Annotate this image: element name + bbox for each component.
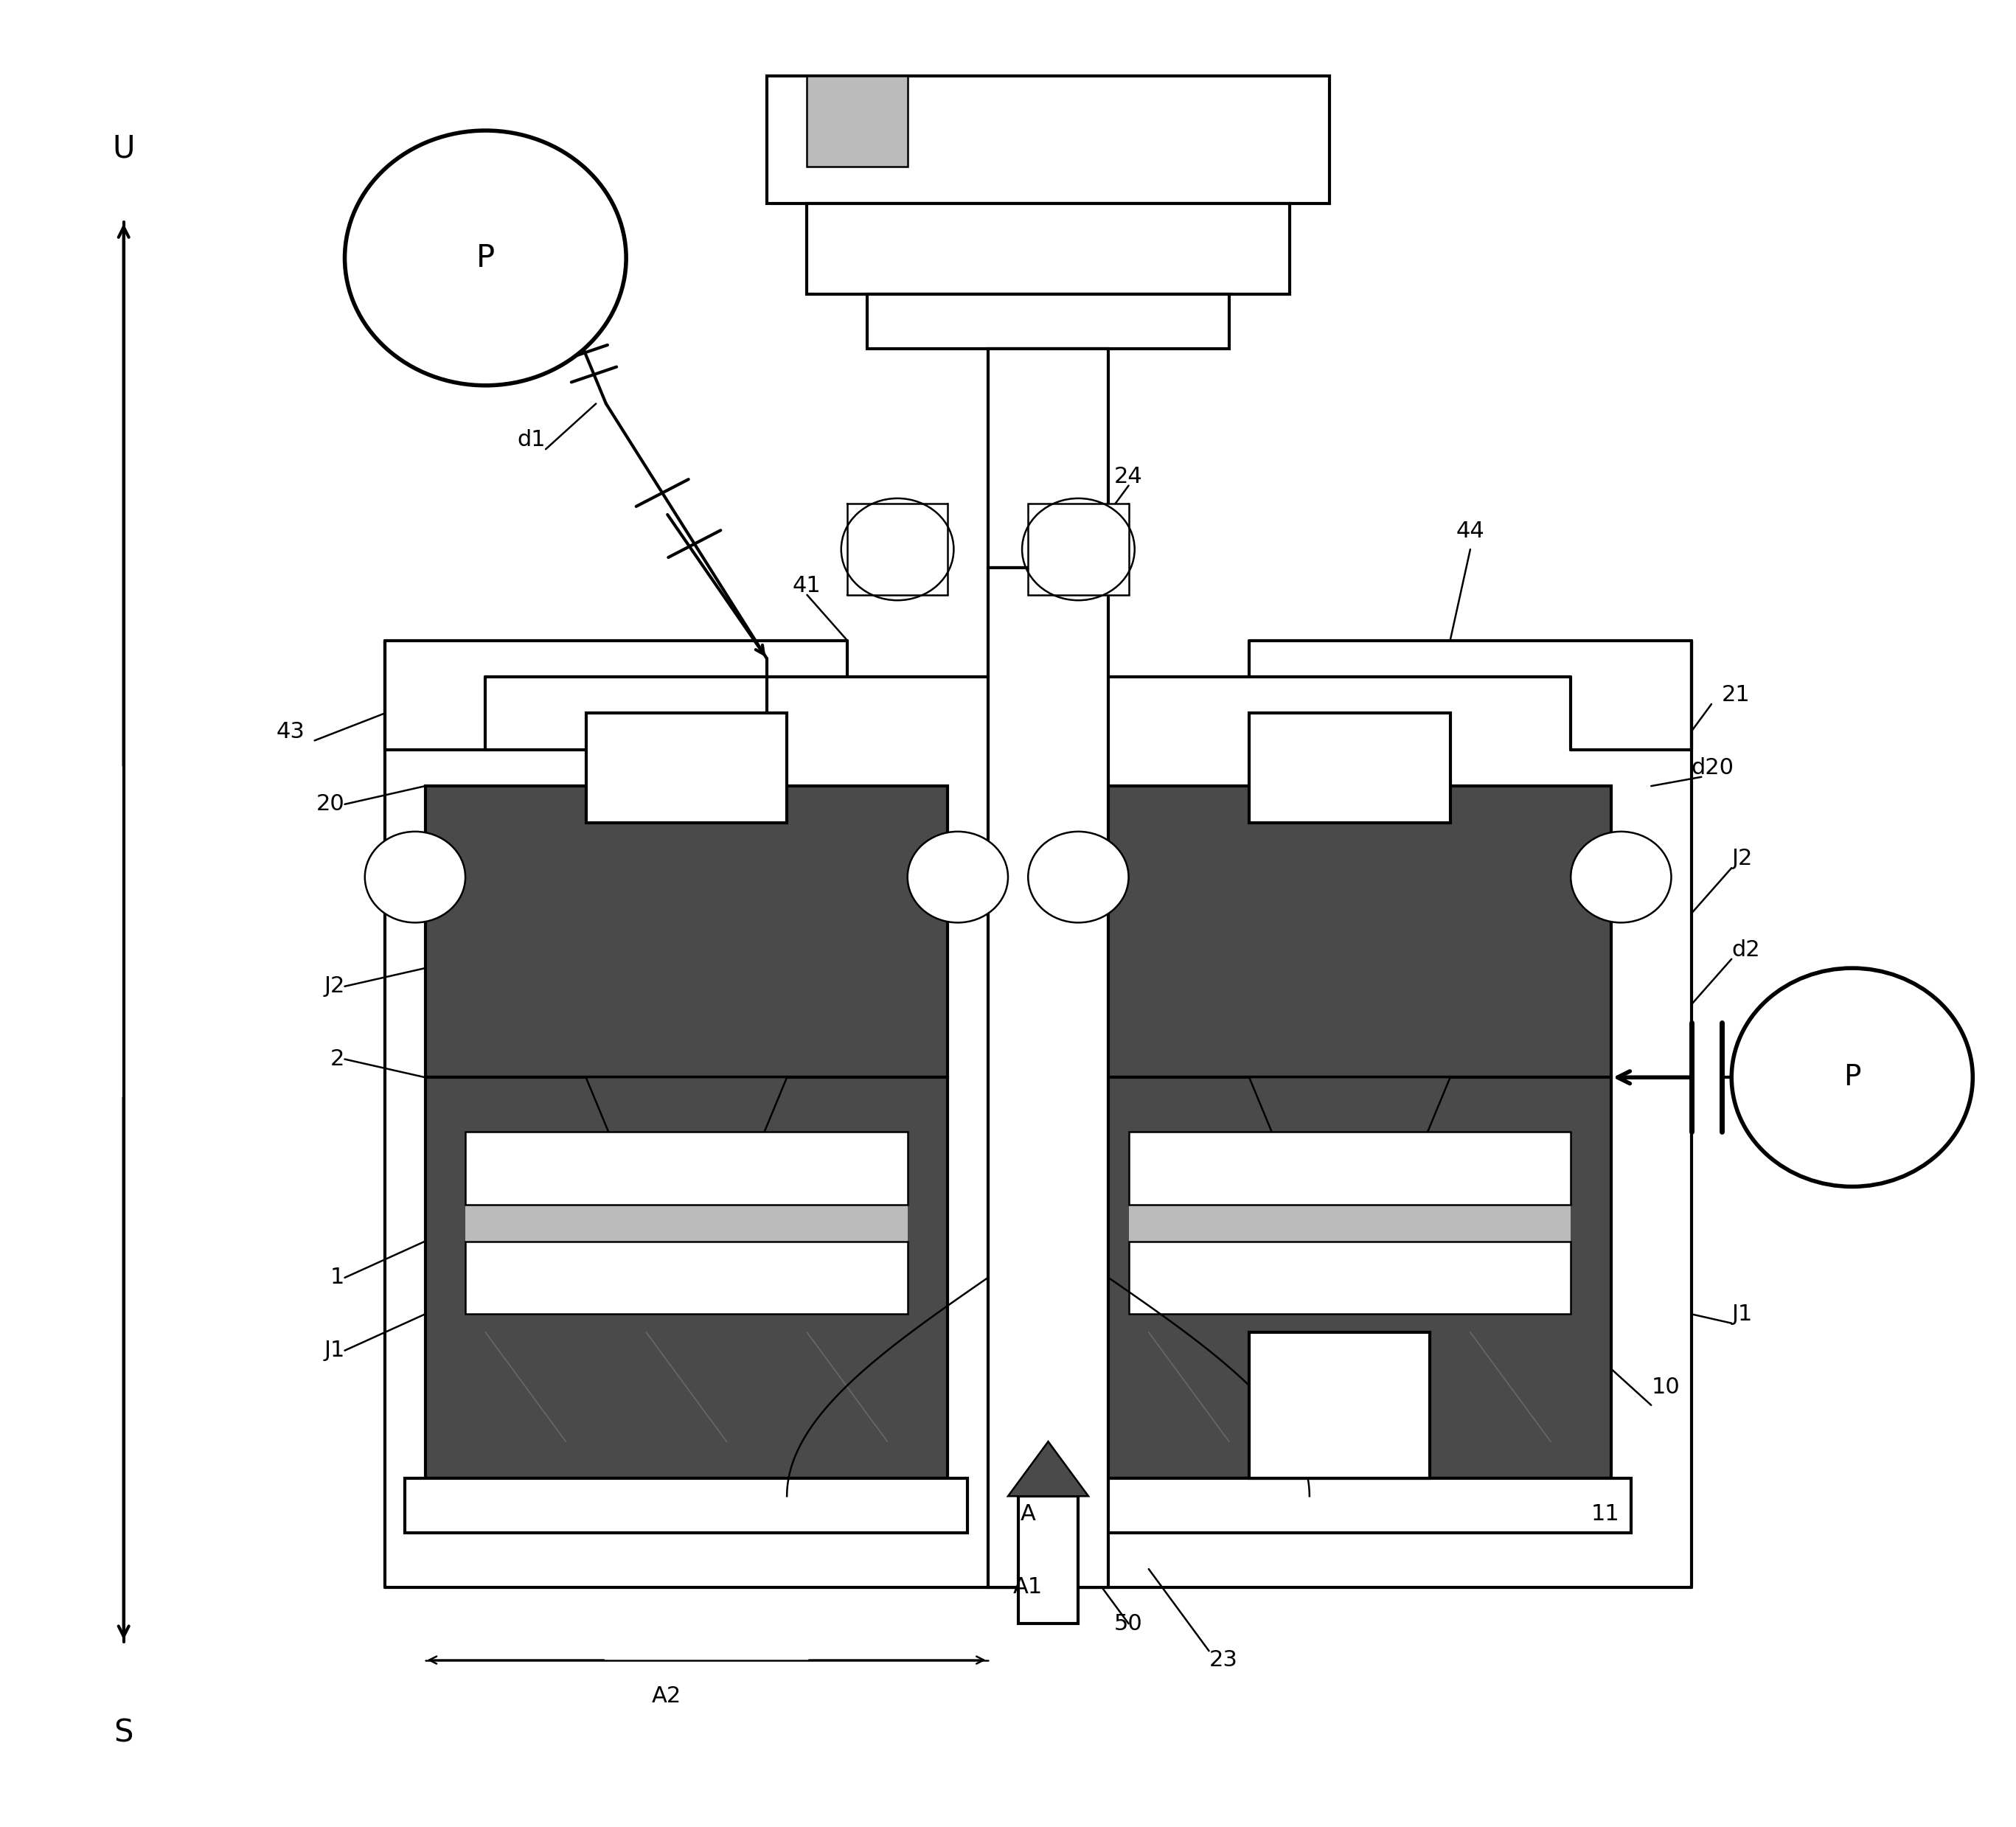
Bar	[766, 77, 1331, 203]
Bar	[1089, 1078, 1611, 1478]
Bar	[1068, 1478, 1631, 1533]
Bar	[1129, 1133, 1570, 1204]
Circle shape	[1732, 968, 1974, 1186]
Text: P: P	[476, 243, 494, 274]
Text: d20: d20	[1691, 756, 1734, 778]
Text: 2: 2	[331, 1049, 345, 1071]
Polygon shape	[1008, 1442, 1089, 1496]
Text: 11: 11	[1591, 1504, 1619, 1526]
Bar	[1028, 504, 1129, 596]
Bar	[847, 504, 948, 596]
Bar	[1089, 786, 1611, 1078]
Bar	[466, 1204, 907, 1250]
Bar	[806, 203, 1290, 294]
Text: A: A	[1020, 1504, 1036, 1526]
Circle shape	[345, 130, 627, 385]
Polygon shape	[587, 1078, 786, 1222]
Text: J1: J1	[1732, 1303, 1752, 1325]
Bar	[1250, 1332, 1429, 1478]
Text: 23: 23	[1210, 1650, 1238, 1670]
Text: d2: d2	[1732, 939, 1760, 961]
Bar	[466, 1133, 907, 1204]
Text: J1: J1	[325, 1339, 345, 1361]
Text: 20: 20	[317, 793, 345, 815]
Text: A2: A2	[651, 1686, 681, 1706]
Bar	[1018, 1496, 1079, 1624]
Bar	[466, 1241, 907, 1314]
Circle shape	[1570, 831, 1671, 923]
Bar	[988, 349, 1109, 568]
Text: S: S	[113, 1717, 133, 1748]
Text: 10: 10	[1651, 1376, 1679, 1398]
Bar	[405, 1478, 968, 1533]
Text: 43: 43	[276, 720, 304, 742]
Bar	[776, 86, 1320, 139]
Text: A1: A1	[1014, 1577, 1042, 1599]
Circle shape	[1028, 831, 1129, 923]
Text: P: P	[1843, 1063, 1861, 1091]
Text: U: U	[113, 133, 135, 164]
Bar	[425, 786, 948, 1078]
Bar	[1129, 1204, 1570, 1250]
Circle shape	[907, 831, 1008, 923]
Bar	[425, 1078, 948, 1478]
Text: d1: d1	[518, 429, 546, 451]
Text: 44: 44	[1456, 521, 1484, 543]
Text: 1: 1	[331, 1266, 345, 1288]
Polygon shape	[1250, 1078, 1450, 1222]
Bar	[867, 294, 1230, 349]
Text: 41: 41	[792, 576, 821, 596]
Circle shape	[365, 831, 466, 923]
Text: 21: 21	[1722, 685, 1750, 705]
Bar	[806, 77, 907, 166]
Text: J2: J2	[1732, 848, 1752, 870]
Bar	[1250, 713, 1450, 822]
Bar	[587, 713, 786, 822]
Text: J2: J2	[325, 976, 345, 998]
Bar	[1129, 1241, 1570, 1314]
Text: 50: 50	[1115, 1613, 1143, 1635]
Text: 24: 24	[1115, 466, 1143, 488]
Bar	[988, 568, 1109, 1588]
